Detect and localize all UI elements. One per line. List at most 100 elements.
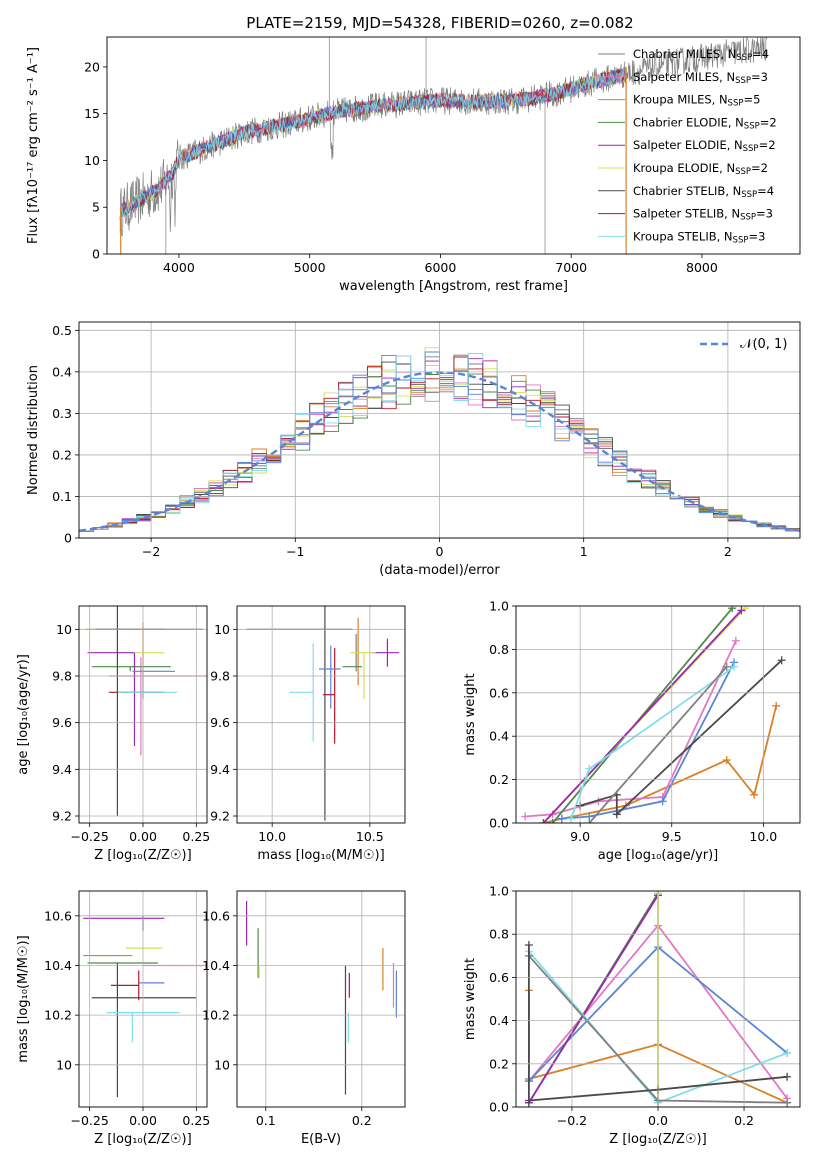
y-tick-label: 1.0 [489, 884, 509, 899]
legend-sub: SSP [740, 213, 756, 223]
x-tick-label: 10.5 [356, 829, 384, 844]
legend-sub: SSP [736, 53, 752, 63]
y-tick-label: 0 [64, 531, 72, 546]
y-tick-label: 10.2 [44, 1008, 72, 1023]
legend-entry: 𝒩(0, 1) [740, 337, 787, 352]
legend-suffix: =3 [751, 70, 768, 84]
x-tick-label: 0.25 [182, 1113, 210, 1128]
plus-marker [783, 1098, 792, 1107]
panel-mass-vs-metallicity: −0.25 0.00 0.25 10 10.2 10.4 10.6 Z [log₁₀(Z/Z☉… [16, 890, 210, 1147]
x-tick-label: 0.0 [648, 1113, 668, 1128]
x-tick-label: 9.5 [662, 829, 682, 844]
legend-text: Salpeter STELIB, N [633, 207, 740, 221]
panel-spectrum: 4000 5000 6000 7000 8000 0 5 10 15 20 Chabrier MIL… [26, 36, 801, 294]
plus-marker [524, 1096, 533, 1105]
panel-residual-distribution: −2 −1 0 1 2 0 0.1 0.2 0.3 0.4 0.5 𝒩(0, 1) (data-mode… [26, 321, 801, 578]
legend-entry: Kroupa STELIB, NSSP=3 [633, 229, 765, 245]
y-tick-label: 0.2 [52, 447, 72, 462]
legend-sub: SSP [743, 144, 759, 154]
legend-entry: Kroupa MILES, NSSP=5 [633, 93, 760, 109]
x-axis-label: Z [log₁₀(Z/Z☉)] [94, 848, 191, 863]
legend-sub: SSP [733, 235, 749, 245]
plus-marker [539, 819, 548, 823]
grid [516, 890, 800, 1108]
y-tick-label: 0.0 [489, 1100, 509, 1115]
plus-marker [731, 636, 740, 645]
y-tick-label: 0.0 [489, 816, 509, 831]
legend-sub: SSP [735, 76, 751, 86]
x-tick-label: −0.25 [71, 829, 109, 844]
plus-marker [548, 819, 557, 823]
y-tick-label: 15 [84, 106, 100, 121]
y-axis-label: Normed distribution [26, 365, 41, 495]
figure-title: PLATE=2159, MJD=54328, FIBERID=0260, z=0… [246, 14, 633, 32]
axes-frame [78, 321, 801, 539]
x-tick-label: −1 [286, 544, 304, 559]
legend-text: Kroupa ELODIE, N [633, 161, 735, 175]
model-spectrum [119, 68, 626, 220]
axes-frame [236, 890, 406, 1108]
y-tick-label: 9.4 [52, 762, 72, 777]
legend-suffix: =2 [759, 138, 776, 152]
y-tick-label: 0.2 [489, 772, 509, 787]
x-tick-label: 2 [724, 544, 732, 559]
legend-sub: SSP [744, 121, 760, 131]
panel-mass-vs-extinction: 0.1 0.2 10 10.2 10.4 10.6 E(B-V) [202, 890, 406, 1147]
observed-spectrum [119, 37, 768, 237]
weight-line [528, 894, 659, 1104]
x-tick-label: 0.25 [182, 829, 210, 844]
y-axis-label: mass [log₁₀(M/M☉)] [16, 935, 31, 1062]
legend-suffix: =4 [752, 47, 769, 61]
legend-text: Chabrier MILES, N [633, 47, 736, 61]
legend-text: Salpeter MILES, N [633, 70, 735, 84]
plus-marker [777, 656, 786, 665]
x-tick-label: 6000 [425, 260, 457, 275]
plus-marker [566, 814, 575, 823]
legend-text: Chabrier STELIB, N [633, 184, 741, 198]
weight-line [528, 945, 788, 1102]
legend-text: Kroupa STELIB, N [633, 229, 733, 243]
model-spectrum [119, 70, 626, 220]
plus-marker [521, 812, 530, 821]
legend-text: Salpeter ELODIE, N [633, 138, 743, 152]
x-tick-label: 0.2 [352, 1113, 372, 1128]
x-tick-label: −0.2 [557, 1113, 587, 1128]
x-tick-label: 5000 [294, 260, 326, 275]
y-tick-label: 0.4 [489, 1013, 509, 1028]
x-axis-label: Z [log₁₀(Z/Z☉)] [94, 1132, 191, 1147]
legend-sub: SSP [741, 190, 757, 200]
plus-marker [612, 810, 621, 819]
y-tick-label: 0 [92, 247, 100, 262]
plus-marker [557, 814, 566, 823]
plot-area [85, 606, 207, 816]
weight-line [542, 609, 743, 823]
legend-text: Kroupa MILES, N [633, 93, 728, 107]
x-tick-label: 0.2 [734, 1113, 754, 1128]
legend-suffix: =3 [748, 229, 765, 243]
legend-text: Chabrier ELODIE, N [633, 115, 744, 129]
plot-area [246, 606, 400, 821]
plot-area [246, 900, 397, 1095]
plus-marker [728, 606, 737, 613]
y-tick-label: 20 [84, 59, 100, 74]
x-axis-label: E(B-V) [301, 1132, 341, 1147]
plus-marker [722, 662, 731, 671]
x-tick-label: 0.1 [256, 1113, 276, 1128]
axes-frame [106, 36, 801, 255]
plus-marker [783, 1072, 792, 1081]
plus-marker [658, 797, 667, 806]
x-tick-label: 7000 [555, 260, 587, 275]
grid [79, 891, 207, 1107]
y-tick-label: 10.6 [202, 908, 230, 923]
legend-suffix: =5 [743, 93, 760, 107]
y-tick-label: 0.1 [52, 489, 72, 504]
plot-area [119, 37, 768, 254]
y-tick-label: 9.2 [52, 809, 72, 824]
legend-entry: Salpeter ELODIE, NSSP=2 [633, 138, 776, 154]
x-tick-label: 8000 [686, 260, 718, 275]
weight-line [561, 661, 735, 820]
y-axis-label: age [log₁₀(age/yr)] [16, 654, 31, 775]
panel-age-vs-mass: 10.0 10.5 9.2 9.4 9.6 9.8 10 mass [log₁₀(M/M☉)] [210, 605, 406, 863]
